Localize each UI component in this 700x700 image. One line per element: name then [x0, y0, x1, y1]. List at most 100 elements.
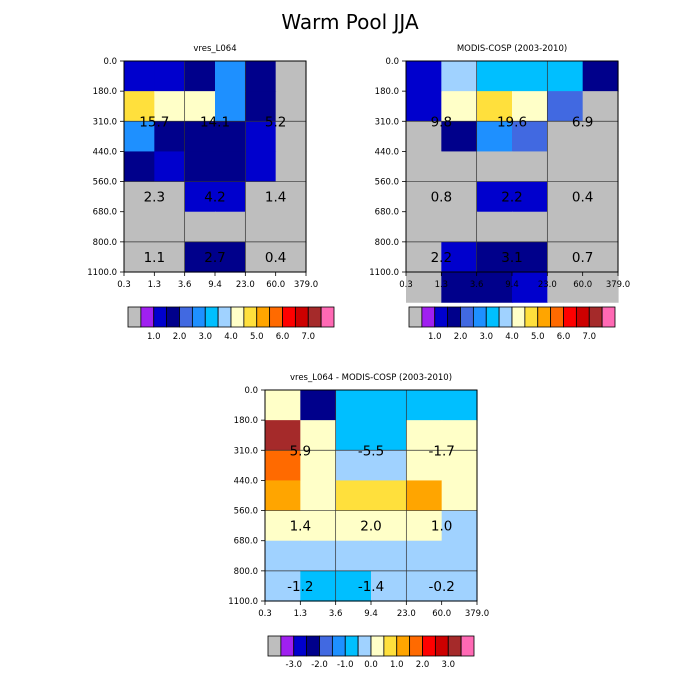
colorbar-label: 6.0 [276, 332, 290, 342]
heatmap-cell [406, 570, 443, 602]
colorbar-swatch [256, 306, 271, 328]
colorbar-swatch [460, 635, 475, 657]
colorbar-swatch [408, 306, 423, 328]
colorbar-label: 1.0 [428, 332, 442, 342]
heatmap-cell [582, 272, 619, 303]
heatmap-cell [265, 480, 301, 512]
heatmap-cell [406, 91, 442, 122]
x-tick-label: 23.0 [538, 280, 557, 290]
heatmap-cell [547, 211, 584, 243]
x-tick-label: 0.3 [399, 280, 413, 290]
heatmap-cell [300, 510, 337, 542]
heatmap-cell [406, 151, 442, 183]
colorbar-swatch [217, 306, 232, 328]
colorbar-swatch [485, 306, 500, 328]
colorbar-swatch [447, 635, 462, 657]
heatmap-cell [441, 61, 478, 92]
heatmap-cell [476, 151, 513, 183]
data-label: -0.2 [428, 579, 454, 595]
colorbar-label: 2.0 [173, 332, 187, 342]
heatmap-cell [476, 241, 513, 273]
colorbar-swatch [280, 635, 295, 657]
colorbar-label: 4.0 [224, 332, 238, 342]
y-tick-label: 0.0 [244, 386, 258, 396]
colorbar-swatch [601, 306, 616, 328]
heatmap-cell [124, 241, 155, 273]
data-label: 3.1 [501, 250, 522, 266]
y-tick-label: 0.0 [385, 57, 399, 67]
panel-1: vres_L064 0.3 1.3 3.6 9.4 23.0 60.0 379.0 0.0 180… [87, 44, 318, 290]
heatmap-cell [406, 540, 443, 572]
heatmap-cell [300, 480, 337, 512]
colorbar-swatch [472, 306, 487, 328]
heatmap-cell [124, 61, 155, 92]
heatmap-cell [582, 91, 619, 122]
data-label: -1.2 [287, 579, 313, 595]
colorbar-swatch [306, 635, 320, 657]
colorbar-swatch [153, 306, 168, 328]
heatmap-cell [275, 211, 307, 243]
heatmap-cell [275, 241, 307, 273]
data-label: -5.5 [358, 443, 384, 459]
colorbar-swatch [511, 306, 526, 328]
colorbar-swatch [524, 306, 539, 328]
x-tick-label: 60.0 [573, 280, 592, 290]
heatmap-cell [441, 540, 478, 572]
x-tick-label: 3.6 [329, 609, 343, 619]
heatmap-cell [441, 510, 478, 542]
data-label: 5.9 [290, 443, 311, 459]
heatmap-cell [582, 151, 619, 183]
x-tick-label: 1.3 [435, 280, 449, 290]
heatmap-cell [300, 450, 337, 482]
heatmap-cell [406, 181, 442, 213]
colorbar-swatch [320, 306, 335, 328]
heatmap-cell [406, 241, 442, 273]
colorbar-label: 6.0 [557, 332, 571, 342]
data-label: 1.0 [431, 519, 452, 535]
data-label: 5.2 [265, 114, 286, 130]
data-label: 2.3 [144, 190, 165, 206]
data-label: 0.7 [572, 250, 593, 266]
x-tick-label: 3.6 [178, 280, 192, 290]
data-label: 19.6 [497, 114, 527, 130]
x-tick-label: 379.0 [294, 280, 318, 290]
heatmap-cell [441, 211, 478, 243]
colorbar-swatch [243, 306, 258, 328]
heatmap-cell [371, 480, 407, 512]
heatmap-cell [335, 540, 372, 572]
heatmap-cell [124, 121, 155, 153]
x-tick-label: 23.0 [236, 280, 255, 290]
colorbar-swatch [319, 635, 333, 657]
data-label: 0.4 [572, 190, 593, 206]
x-tick-label: 0.3 [258, 609, 272, 619]
x-tick-label: 379.0 [465, 609, 489, 619]
heatmap-cell [215, 61, 246, 92]
y-tick-label: 0.0 [103, 57, 117, 67]
data-label: 0.8 [431, 190, 452, 206]
heatmap-cell [184, 181, 216, 213]
data-label: 0.4 [265, 250, 286, 266]
heatmap-cell [124, 211, 155, 243]
heatmap-cell [184, 241, 216, 273]
y-tick-label: 440.0 [375, 147, 399, 157]
heatmap-cell [406, 480, 443, 512]
heatmap-cell [300, 570, 337, 602]
data-label: 14.1 [200, 114, 230, 130]
heatmap-cell [215, 181, 246, 213]
heatmap-cell [335, 450, 372, 482]
colorbar-label: 7.0 [301, 332, 315, 342]
colorbar-swatch [421, 306, 436, 328]
heatmap-cell [582, 211, 619, 243]
heatmap-cell [441, 181, 478, 213]
heatmap-cell [512, 91, 548, 122]
colorbar-swatch [447, 306, 461, 328]
heatmap-cell [335, 570, 372, 602]
heatmap-cell [245, 241, 277, 273]
heatmap-cell [547, 91, 584, 122]
colorbar-label: 0.0 [364, 660, 378, 670]
heatmap-cell [512, 151, 548, 183]
heatmap-cell [124, 91, 155, 122]
heatmap-cell [441, 121, 478, 153]
heatmap-cell [245, 211, 277, 243]
heatmap-cell [371, 570, 407, 602]
